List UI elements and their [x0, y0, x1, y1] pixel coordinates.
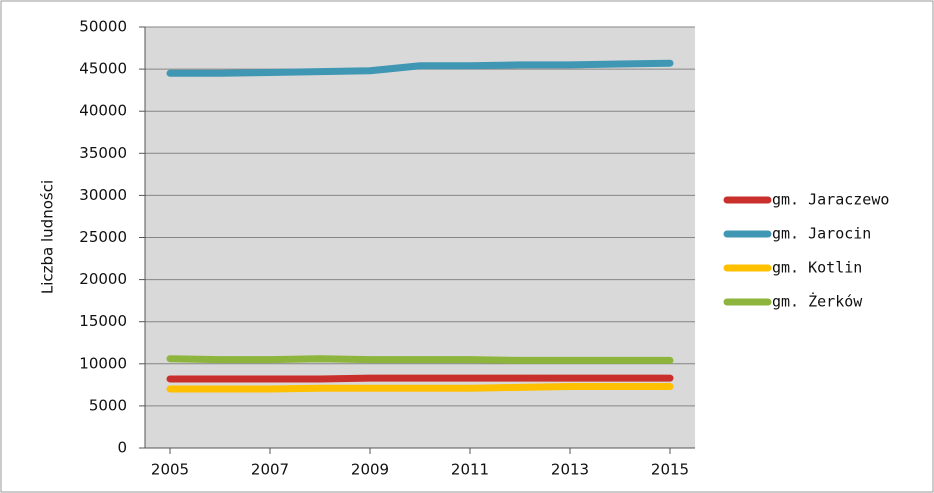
y-tick-label: 45000 — [79, 60, 127, 78]
y-axis-label: Liczba ludności — [39, 180, 57, 294]
y-tick-label: 30000 — [79, 186, 127, 204]
y-tick-label: 0 — [117, 439, 127, 457]
series-line — [166, 374, 674, 383]
y-tick-label: 25000 — [79, 228, 127, 246]
x-tick-label: 2009 — [351, 461, 389, 479]
series-line — [166, 355, 674, 364]
x-tick-label: 2015 — [651, 461, 689, 479]
y-tick-label: 50000 — [79, 18, 127, 36]
series-line — [166, 383, 674, 393]
legend-label: gm. Kotlin — [772, 259, 862, 277]
series-line — [166, 59, 674, 77]
legend-label: gm. Jaraczewo — [772, 191, 889, 209]
y-tick-label: 5000 — [89, 396, 127, 414]
y-tick-label: 35000 — [79, 144, 127, 162]
legend-label: gm. Jarocin — [772, 225, 871, 243]
x-tick-label: 2011 — [451, 461, 489, 479]
y-tick-label: 40000 — [79, 102, 127, 120]
x-tick-label: 2005 — [151, 461, 189, 479]
y-tick-label: 10000 — [79, 354, 127, 372]
legend-label: gm. Żerków — [772, 292, 863, 311]
x-tick-label: 2007 — [251, 461, 289, 479]
y-tick-label: 20000 — [79, 270, 127, 288]
x-tick-label: 2013 — [551, 461, 589, 479]
y-tick-label: 15000 — [79, 312, 127, 330]
